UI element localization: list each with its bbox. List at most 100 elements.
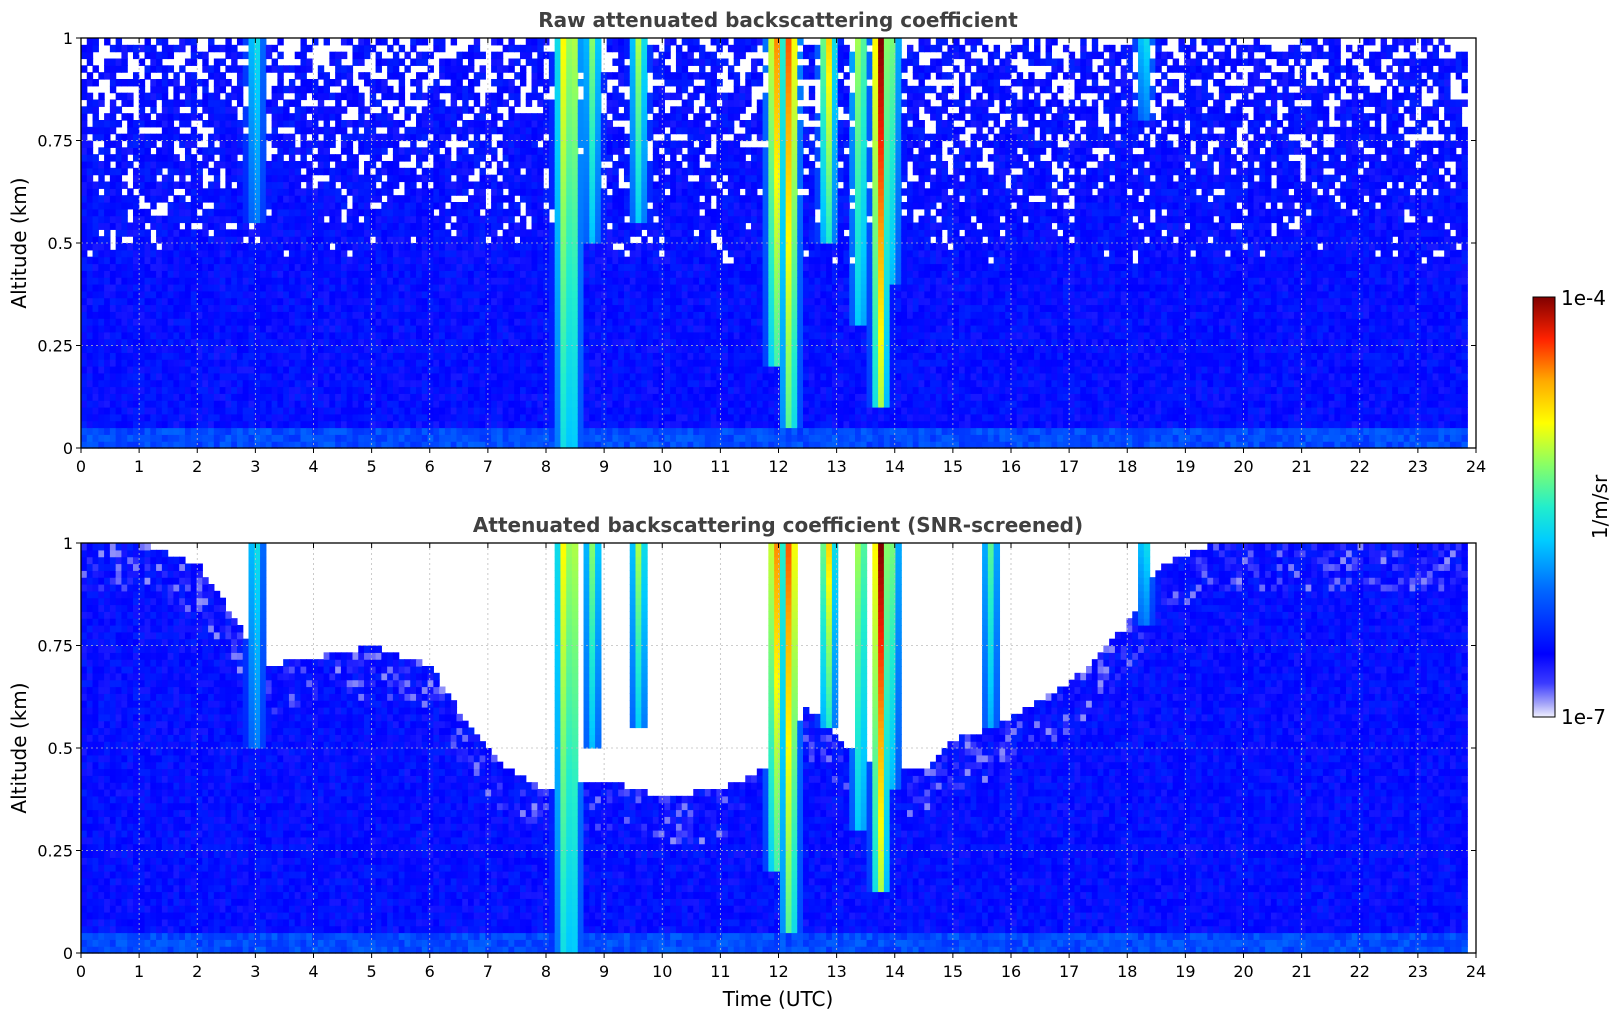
heatmap-cell [537,393,544,401]
heatmap-cell [306,256,313,265]
heatmap-cell [312,297,319,306]
heatmap-cell [283,256,290,265]
heatmap-cell [127,338,134,347]
heatmap-cell [335,249,342,258]
heatmap-cell [271,277,278,285]
heatmap-cell [242,270,250,278]
heatmap-cell [132,174,140,183]
heatmap-cell [352,161,359,169]
heatmap-cell [121,359,128,367]
heatmap-cell [219,126,227,135]
heatmap-cell [462,161,469,169]
heatmap-cell [184,270,192,278]
heatmap-cell [543,147,550,155]
heatmap-cell [242,407,250,415]
heatmap-cell [294,359,302,367]
heatmap-cell [156,195,163,203]
heatmap-cell [358,58,365,66]
heatmap-cell [196,99,203,107]
heatmap-cell [433,400,440,408]
heatmap-cell [236,325,244,333]
heatmap-cell [288,331,296,340]
heatmap-cell [560,345,567,353]
heatmap-cell [115,434,123,442]
heatmap-cell [323,352,330,360]
heatmap-cell [294,85,302,94]
heatmap-cell [86,229,94,237]
heatmap-cell [323,188,330,196]
heatmap-cell [531,65,538,73]
heatmap-cell [404,195,411,203]
heatmap-cell [456,372,463,381]
heatmap-cell [196,167,203,176]
heatmap-cell [260,352,267,360]
heatmap-cell [242,441,250,449]
heatmap-cell [444,325,452,333]
heatmap-cell [548,420,556,429]
heatmap-cell [138,140,146,148]
heatmap-cell [392,106,400,114]
heatmap-cell [196,331,203,340]
heatmap-cell [427,345,434,353]
heatmap-cell [398,304,406,312]
heatmap-cell [554,106,562,114]
heatmap-cell [421,215,429,224]
heatmap-cell [81,44,88,53]
heatmap-cell [306,345,313,353]
heatmap-cell [525,188,533,196]
heatmap-cell [554,58,562,66]
heatmap-cell [115,92,123,101]
heatmap-cell [184,229,192,237]
heatmap-cell [98,256,105,265]
heatmap-cell [375,393,382,401]
heatmap-cell [208,427,215,435]
heatmap-cell [196,345,203,353]
heatmap-cell [554,290,562,299]
heatmap-cell [508,318,515,326]
heatmap-cell [387,133,394,142]
heatmap-cell [179,441,186,449]
heatmap-cell [265,195,273,203]
heatmap-cell [502,133,510,142]
heatmap-cell [496,434,504,442]
heatmap-cell [132,208,140,217]
heatmap-cell [543,154,550,162]
heatmap-cell [208,113,215,121]
heatmap-cell [531,188,538,196]
heatmap-cell [496,195,504,203]
heatmap-cell [231,263,238,271]
heatmap-cell [543,222,550,230]
heatmap-cell [173,195,180,203]
heatmap-cell [335,441,342,449]
heatmap-cell [531,386,538,394]
heatmap-cell [479,113,486,121]
heatmap-cell [109,325,117,333]
heatmap-cell [439,318,446,326]
heatmap-cell [381,106,388,114]
heatmap-cell [456,297,463,306]
heatmap-cell [179,386,186,394]
heatmap-cell [265,325,273,333]
heatmap-cell [450,270,458,278]
heatmap-cell [525,441,533,449]
heatmap-cell [375,188,382,196]
heatmap-cell [416,229,423,237]
heatmap-cell [606,38,614,46]
heatmap-cell [606,277,614,285]
heatmap-cell [150,270,157,278]
heatmap-cell [335,366,342,374]
heatmap-cell [161,372,169,381]
heatmap-cell [150,120,157,128]
heatmap-cell [571,106,579,114]
heatmap-cell [271,195,278,203]
heatmap-cell [329,222,336,230]
heatmap-cell [271,167,278,176]
heatmap-cell [595,65,602,73]
heatmap-cell [427,167,434,176]
heatmap-cell [283,236,290,244]
heatmap-cell [381,325,388,333]
heatmap-cell [86,195,94,203]
heatmap-cell [138,222,146,230]
heatmap-cell [236,352,244,360]
heatmap-cell [184,331,192,340]
